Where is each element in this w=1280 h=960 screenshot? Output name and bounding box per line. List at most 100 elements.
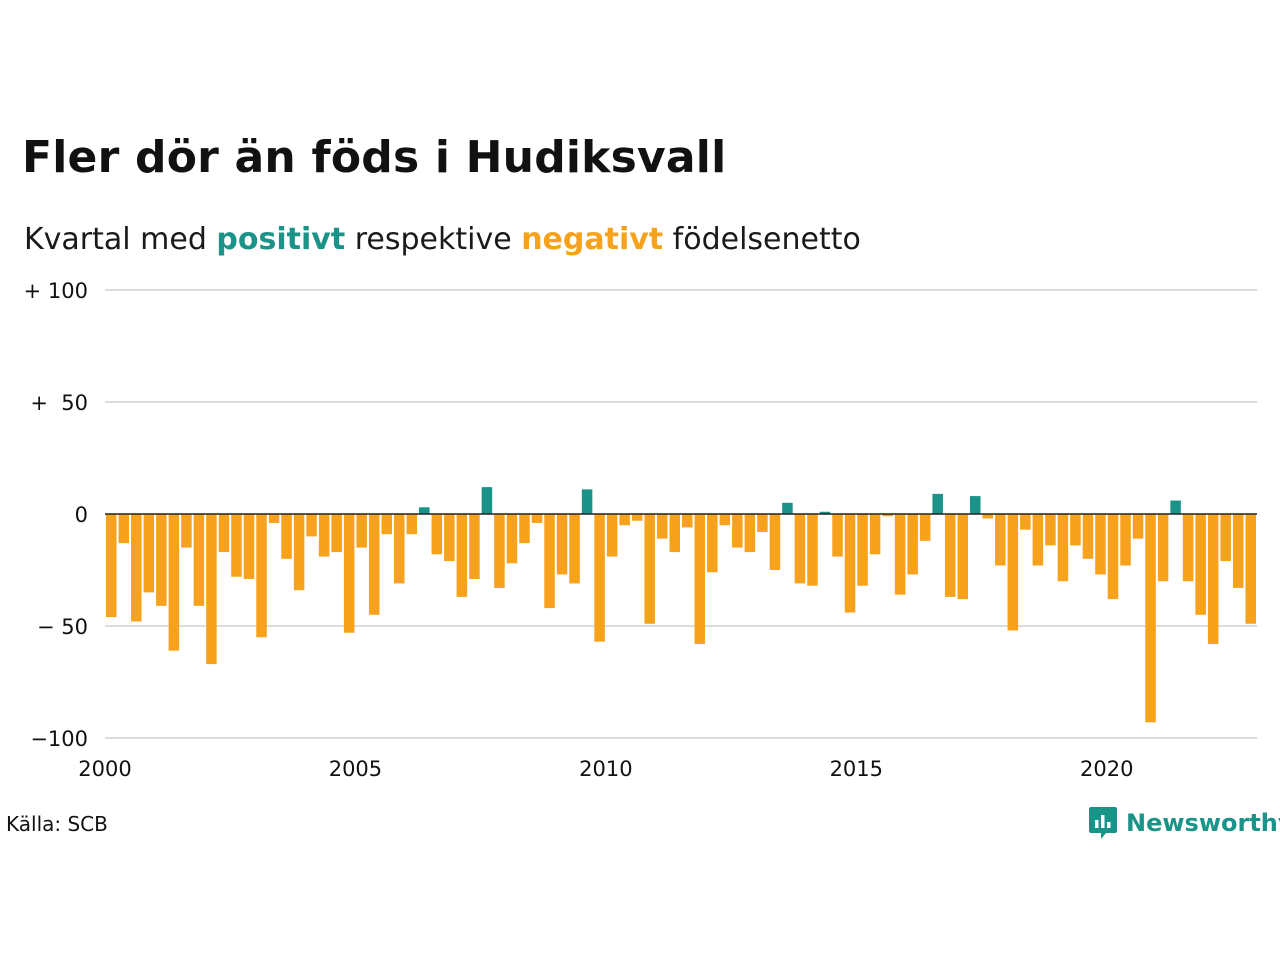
bar (907, 514, 918, 575)
y-tick-label: + 50 (30, 391, 88, 415)
bar (494, 514, 505, 588)
y-tick-label: + 100 (24, 279, 88, 303)
bar (1245, 514, 1256, 624)
subtitle-prefix: Kvartal med (24, 222, 217, 257)
bar (143, 514, 155, 593)
bar (268, 514, 280, 523)
bar (1220, 514, 1231, 562)
subtitle-middle: respektive (345, 222, 522, 257)
y-tick-label: − 50 (37, 615, 88, 639)
bar (444, 514, 455, 562)
bar (1145, 514, 1156, 723)
bar (1120, 514, 1131, 566)
source-note: Källa: SCB (6, 812, 108, 836)
bar (1057, 514, 1069, 582)
newsworthy-logo-icon (1089, 807, 1117, 839)
subtitle-positive-word: positivt (216, 222, 346, 257)
bar (569, 514, 580, 584)
bar (1107, 514, 1119, 600)
bar (531, 514, 543, 523)
bar (106, 514, 117, 618)
bar (982, 514, 994, 519)
bar (769, 514, 781, 570)
bar (932, 493, 943, 514)
bar (506, 514, 518, 564)
y-tick-label: −100 (30, 727, 88, 751)
bar (419, 507, 430, 514)
bar (256, 514, 267, 638)
x-tick-label: 2020 (1080, 757, 1133, 781)
bar (281, 514, 292, 559)
bar (894, 514, 906, 595)
bar (168, 514, 180, 651)
bar (156, 514, 167, 606)
bar (732, 514, 743, 548)
bar (1095, 514, 1106, 575)
bar (882, 514, 893, 517)
bar (794, 514, 806, 584)
bar (819, 511, 831, 514)
bar (231, 514, 242, 577)
bar (519, 514, 530, 544)
bar (694, 514, 706, 644)
bar (782, 502, 793, 514)
x-tick-label: 2005 (329, 757, 382, 781)
bar (131, 514, 142, 622)
chart-subtitle: Kvartal med positivt respektive negativt… (24, 222, 861, 257)
bar (757, 514, 768, 532)
bar (857, 514, 868, 586)
bar (381, 514, 392, 535)
bar (1020, 514, 1031, 530)
bar (957, 514, 968, 600)
bar (619, 514, 630, 526)
bar (1070, 514, 1081, 546)
bar (656, 514, 668, 539)
bar (682, 514, 693, 528)
bar (807, 514, 818, 586)
bar (669, 514, 680, 553)
bar (1232, 514, 1244, 588)
bar (832, 514, 843, 557)
bar (544, 514, 555, 609)
bar (581, 489, 593, 514)
bar (469, 514, 480, 579)
bar (606, 514, 618, 557)
bar (644, 514, 655, 624)
bar (293, 514, 305, 591)
bar (118, 514, 130, 544)
y-tick-label: 0 (75, 503, 88, 527)
bar (394, 514, 405, 584)
newsworthy-logo: Newsworthy (1088, 804, 1280, 842)
logo-text: Newsworthy (1126, 809, 1280, 837)
bar (1132, 514, 1144, 539)
bar (456, 514, 468, 597)
bar (995, 514, 1006, 566)
x-tick-label: 2015 (830, 757, 883, 781)
subtitle-negative-word: negativt (521, 222, 664, 257)
bar (481, 487, 493, 514)
bar (631, 514, 643, 521)
bar (206, 514, 217, 665)
bar (331, 514, 342, 553)
bar (243, 514, 255, 579)
bar (970, 496, 981, 514)
bar-chart: + 100 + 50 0 − 50 −100 2000 2005 2010 2015 2020 (24, 279, 1257, 781)
bar (318, 514, 330, 557)
bar (306, 514, 317, 537)
bar (944, 514, 956, 597)
bar (869, 514, 881, 555)
bar (1207, 514, 1219, 644)
bar (343, 514, 355, 633)
subtitle-suffix: födelsenetto (663, 222, 861, 257)
bar (218, 514, 230, 553)
bar (1045, 514, 1056, 546)
bar (356, 514, 367, 548)
bar (1182, 514, 1194, 582)
chart-title: Fler dör än föds i Hudiksvall (22, 132, 727, 183)
bar (431, 514, 443, 555)
bar (1195, 514, 1206, 615)
bar (1032, 514, 1044, 566)
x-tick-label: 2000 (78, 757, 131, 781)
bar (556, 514, 568, 575)
bar (181, 514, 192, 548)
